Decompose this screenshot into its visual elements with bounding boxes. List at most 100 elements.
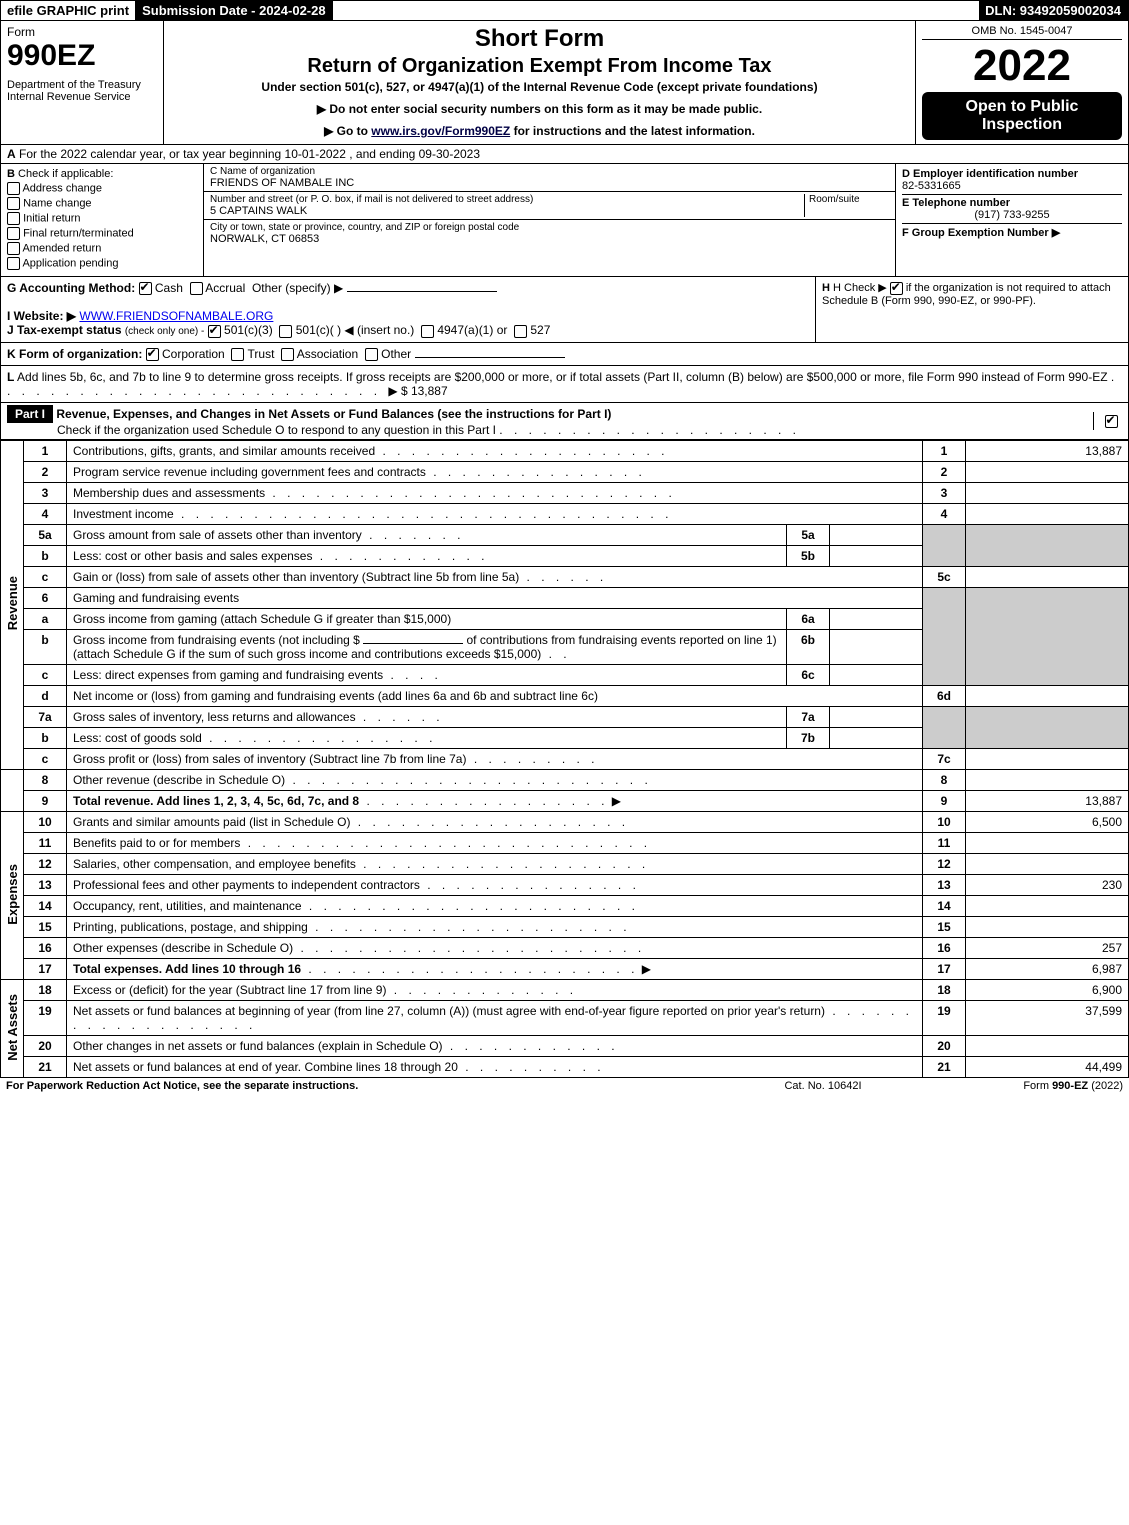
chk-final-return[interactable]: Final return/terminated [7, 227, 197, 240]
table-row: 20 Other changes in net assets or fund b… [1, 1035, 1129, 1056]
blank-line [363, 643, 463, 644]
side-netassets: Net Assets [1, 979, 24, 1077]
lnr: 21 [923, 1056, 966, 1077]
lnr: 7c [923, 748, 966, 769]
desc: Total expenses. Add lines 10 through 16 … [67, 958, 923, 979]
chk-trust[interactable] [231, 348, 244, 361]
other-label: Other (specify) ▶ [252, 281, 343, 295]
subln: 6a [787, 608, 830, 629]
submission-date: Submission Date - 2024-02-28 [136, 1, 333, 20]
chk-corporation[interactable] [146, 348, 159, 361]
table-row: 12 Salaries, other compensation, and emp… [1, 853, 1129, 874]
table-row: c Gross profit or (loss) from sales of i… [1, 748, 1129, 769]
header-right: OMB No. 1545-0047 2022 Open to Public In… [916, 21, 1128, 144]
amt-shade [966, 706, 1129, 748]
desc: Gross amount from sale of assets other t… [67, 524, 787, 545]
table-row: 21 Net assets or fund balances at end of… [1, 1056, 1129, 1077]
chk-other-org[interactable] [365, 348, 378, 361]
amt: 37,599 [966, 1000, 1129, 1035]
chk-501c3[interactable] [208, 325, 221, 338]
desc: Gross income from fundraising events (no… [67, 629, 787, 664]
table-row: 17 Total expenses. Add lines 10 through … [1, 958, 1129, 979]
ln: b [24, 727, 67, 748]
j-o3: 4947(a)(1) or [437, 323, 507, 337]
chk-schedule-b[interactable] [890, 282, 903, 295]
chk-4947[interactable] [421, 325, 434, 338]
section-b-label: B [7, 168, 15, 180]
ln: 13 [24, 874, 67, 895]
table-row: Revenue 1 Contributions, gifts, grants, … [1, 440, 1129, 461]
lnr: 18 [923, 979, 966, 1000]
chk-application-pending[interactable]: Application pending [7, 257, 197, 270]
header-mid: Short Form Return of Organization Exempt… [164, 21, 916, 144]
ln: 19 [24, 1000, 67, 1035]
section-b-heading: Check if applicable: [18, 168, 113, 180]
chk-501c[interactable] [279, 325, 292, 338]
ein-value: 82-5331665 [902, 180, 961, 192]
amt [966, 832, 1129, 853]
row-a-text: For the 2022 calendar year, or tax year … [19, 147, 480, 161]
other-specify-line [347, 291, 497, 292]
footer-center: Cat. No. 10642I [723, 1080, 923, 1092]
ln: 20 [24, 1035, 67, 1056]
chk-name-change[interactable]: Name change [7, 197, 197, 210]
subamt [830, 664, 923, 685]
j-o4: 527 [530, 323, 550, 337]
ln: 11 [24, 832, 67, 853]
amt: 6,900 [966, 979, 1129, 1000]
row-g: G Accounting Method: Cash Accrual Other … [1, 277, 815, 342]
dept-label: Department of the Treasury Internal Reve… [7, 79, 157, 103]
amt [966, 853, 1129, 874]
chk-initial-return[interactable]: Initial return [7, 212, 197, 225]
ln: 8 [24, 769, 67, 790]
chk-amended-return[interactable]: Amended return [7, 242, 197, 255]
chk-address-change[interactable]: Address change [7, 182, 197, 195]
street-label: Number and street (or P. O. box, if mail… [210, 194, 800, 205]
ln: 7a [24, 706, 67, 727]
chk-cash[interactable] [139, 282, 152, 295]
street-value: 5 CAPTAINS WALK [210, 205, 800, 217]
table-row: 7a Gross sales of inventory, less return… [1, 706, 1129, 727]
shade [923, 524, 966, 566]
website-link[interactable]: WWW.FRIENDSOFNAMBALE.ORG [79, 309, 273, 323]
shade [923, 706, 966, 748]
subamt [830, 727, 923, 748]
row-k: K Form of organization: Corporation Trus… [0, 343, 1129, 366]
table-row: 6 Gaming and fundraising events [1, 587, 1129, 608]
row-l: L Add lines 5b, 6c, and 7b to line 9 to … [0, 366, 1129, 403]
irs-link[interactable]: www.irs.gov/Form990EZ [371, 124, 510, 138]
table-row: 8 Other revenue (describe in Schedule O)… [1, 769, 1129, 790]
desc: Occupancy, rent, utilities, and maintena… [67, 895, 923, 916]
header-left: Form 990EZ Department of the Treasury In… [1, 21, 164, 144]
table-row: Net Assets 18 Excess or (deficit) for th… [1, 979, 1129, 1000]
ln: d [24, 685, 67, 706]
ln: 14 [24, 895, 67, 916]
chk-schedule-o[interactable] [1105, 415, 1118, 428]
part1-title: Revenue, Expenses, and Changes in Net As… [56, 407, 611, 421]
city-value: NORWALK, CT 06853 [210, 233, 889, 245]
ln: 21 [24, 1056, 67, 1077]
desc: Gaming and fundraising events [67, 587, 923, 608]
table-row: 2 Program service revenue including gove… [1, 461, 1129, 482]
j-o2: 501(c)( ) ◀ (insert no.) [296, 323, 415, 337]
desc: Net assets or fund balances at end of ye… [67, 1056, 923, 1077]
chk-association[interactable] [281, 348, 294, 361]
notice-post: for instructions and the latest informat… [514, 124, 755, 138]
desc: Gross profit or (loss) from sales of inv… [67, 748, 923, 769]
desc: Net assets or fund balances at beginning… [67, 1000, 923, 1035]
lnr: 13 [923, 874, 966, 895]
ln: 5a [24, 524, 67, 545]
main-table: Revenue 1 Contributions, gifts, grants, … [0, 440, 1129, 1078]
cash-label: Cash [155, 281, 183, 295]
form-word: Form [7, 25, 157, 39]
topbar: efile GRAPHIC print Submission Date - 20… [0, 0, 1129, 21]
ln: 9 [24, 790, 67, 811]
omb-number: OMB No. 1545-0047 [922, 25, 1122, 40]
row-j-note: (check only one) - [125, 326, 204, 337]
chk-accrual[interactable] [190, 282, 203, 295]
chk-527[interactable] [514, 325, 527, 338]
k-assoc: Association [297, 347, 358, 361]
lnr: 5c [923, 566, 966, 587]
topbar-spacer [333, 1, 980, 20]
row-i-label: I Website: ▶ [7, 309, 76, 323]
